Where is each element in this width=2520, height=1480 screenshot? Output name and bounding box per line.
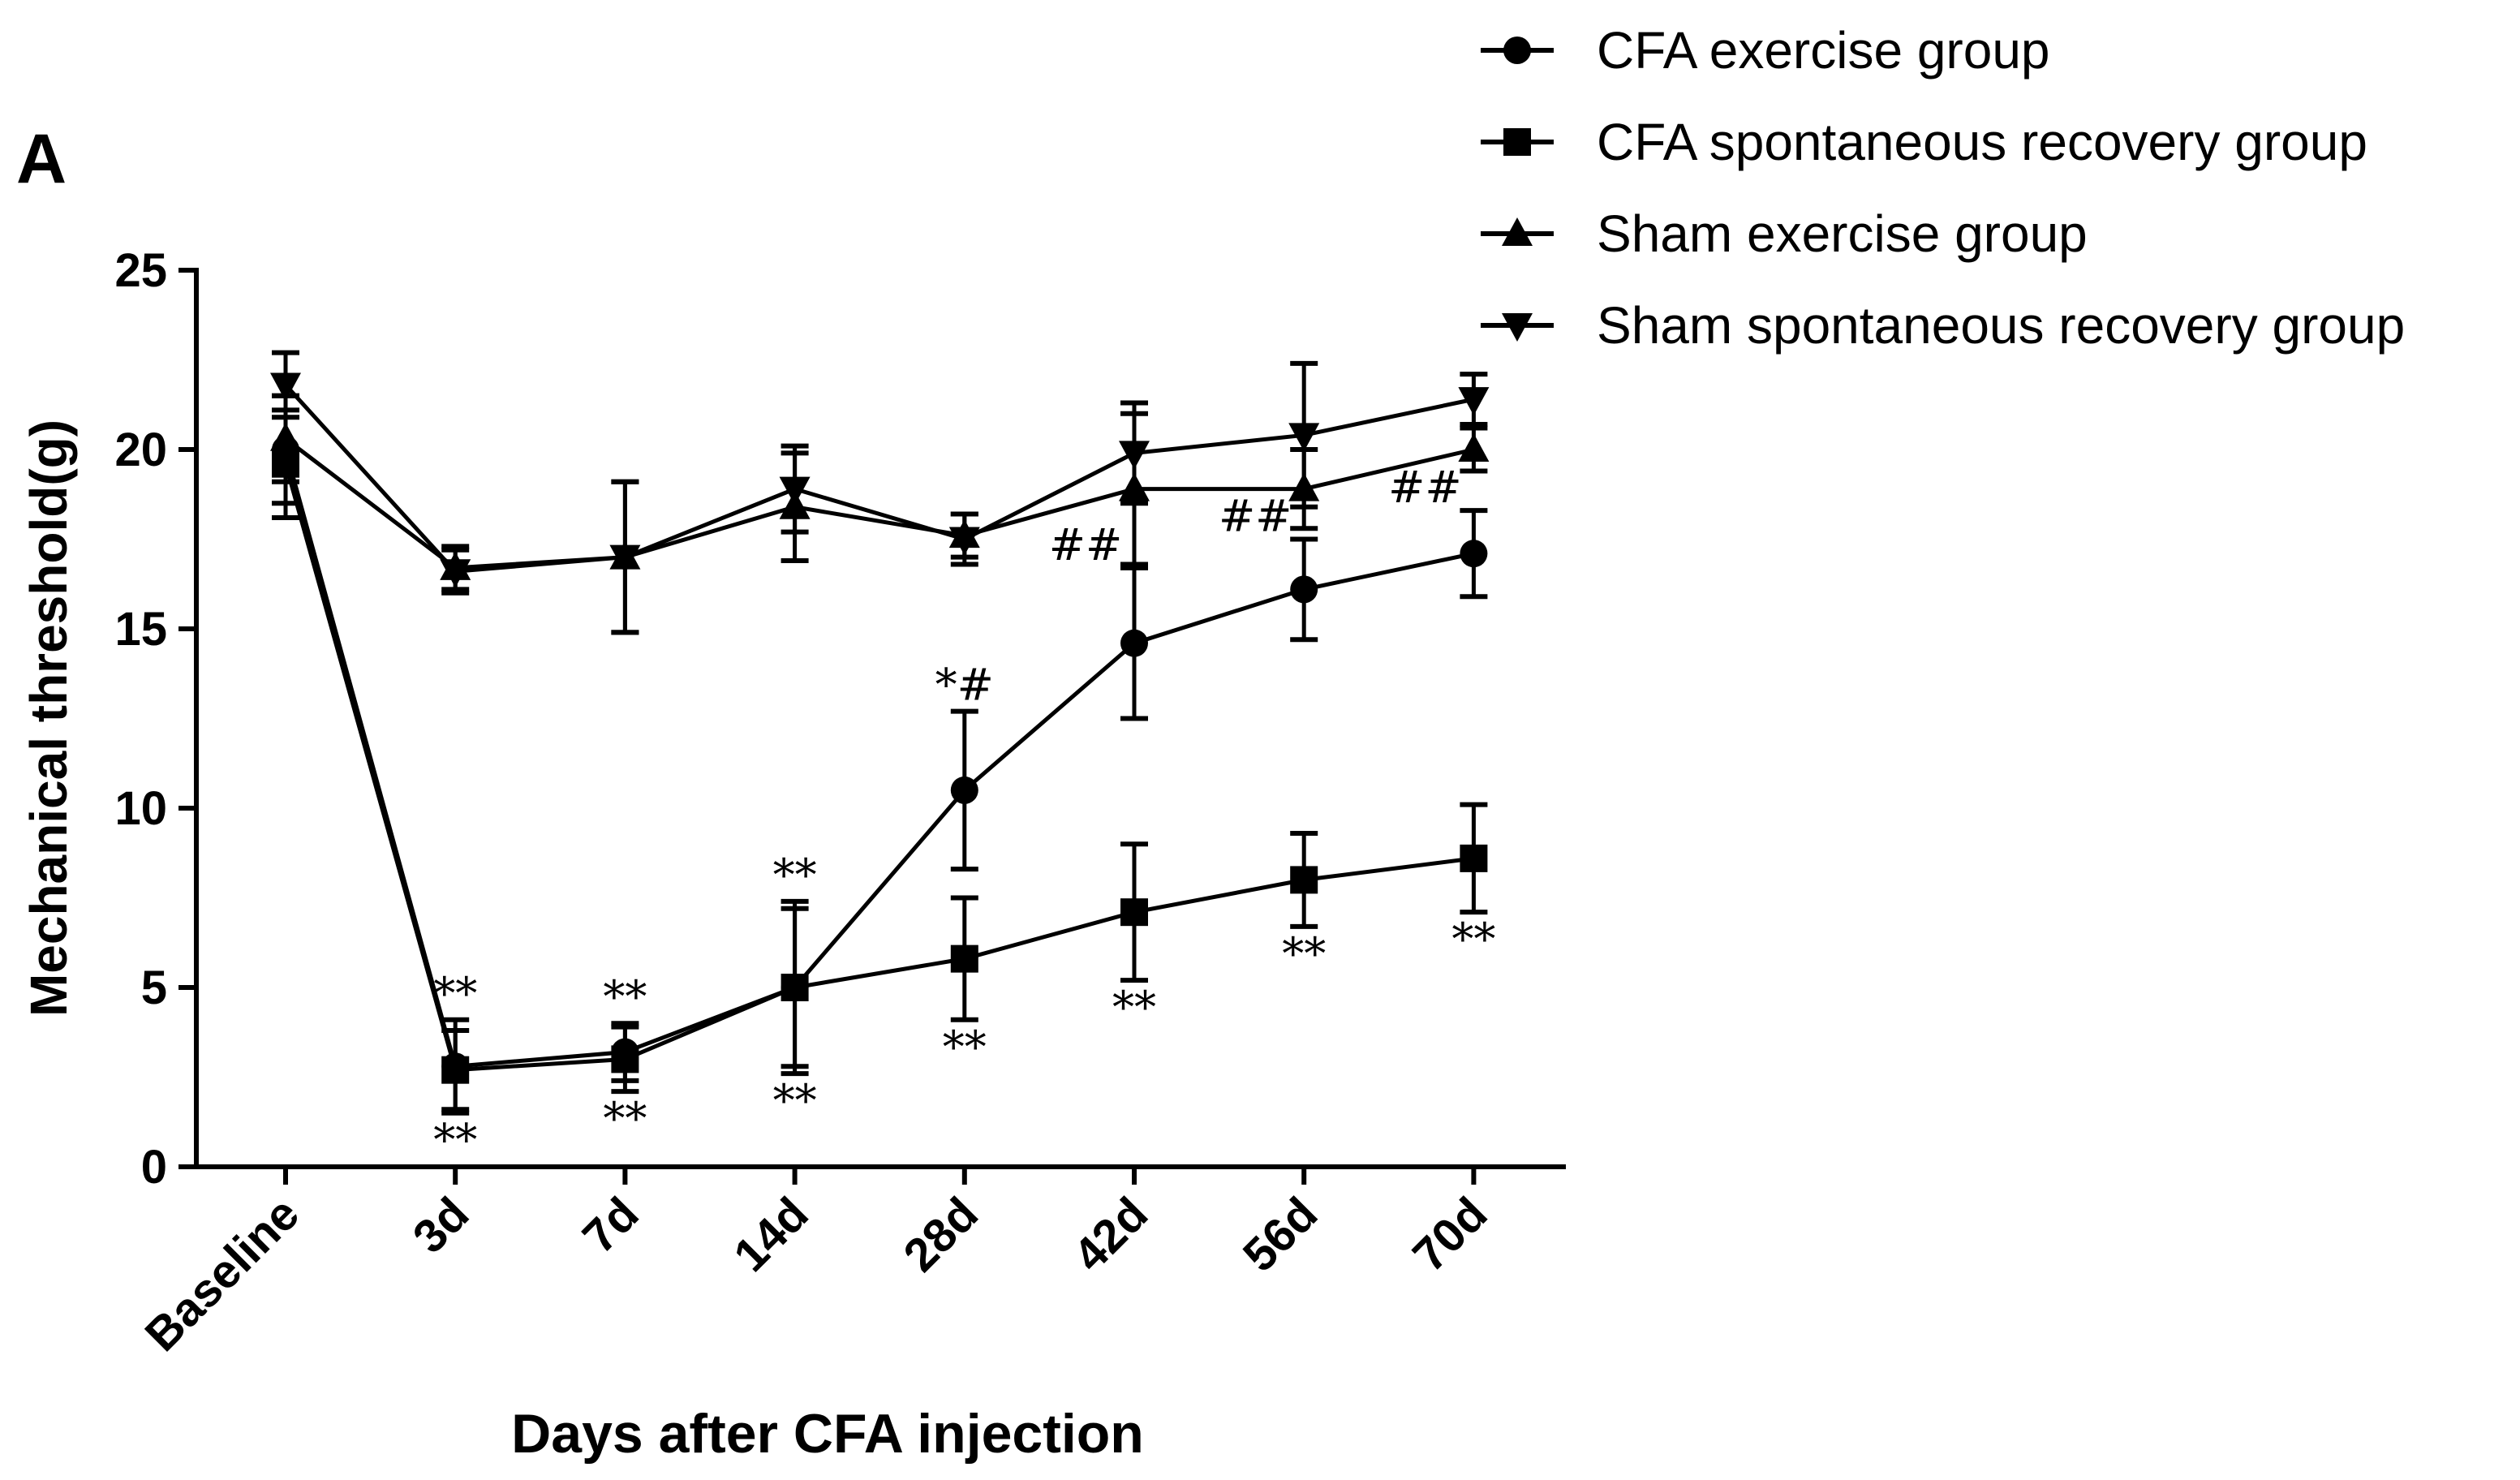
series-line (284, 383, 1474, 574)
y-tick-label: 25 (114, 244, 167, 297)
significance-below: ** (433, 1115, 477, 1166)
significance-below: ** (603, 1093, 647, 1144)
x-tick-label: 7d (573, 1187, 649, 1263)
significance-above: *# (935, 660, 994, 711)
square-marker (950, 944, 978, 973)
circle-marker (1460, 540, 1488, 568)
x-tick-label: 3d (403, 1187, 479, 1263)
legend-label: Sham exercise group (1597, 204, 2088, 263)
y-tick-label: 20 (114, 424, 167, 476)
square-marker (1503, 128, 1531, 156)
triangle-down-marker (948, 527, 980, 556)
y-tick-label: 15 (114, 603, 167, 656)
significance-above: ** (433, 968, 477, 1019)
significance-above: ## (1049, 519, 1123, 570)
y-tick-label: 0 (141, 1141, 167, 1194)
legend-label: Sham spontaneous recovery group (1597, 296, 2405, 355)
series-line (284, 437, 1474, 570)
square-marker (1120, 898, 1148, 927)
x-tick-label: 56d (1233, 1187, 1328, 1282)
triangle-up-marker (1502, 217, 1533, 246)
y-tick-label: 10 (114, 782, 167, 835)
circle-marker (1503, 37, 1531, 64)
significance-above: ** (773, 850, 817, 901)
legend-label: CFA exercise group (1597, 21, 2050, 80)
square-marker (1460, 844, 1488, 872)
legend-item: Sham exercise group (1481, 204, 2088, 263)
circle-marker (1290, 575, 1318, 604)
x-tick-label: 70d (1403, 1187, 1498, 1282)
triangle-down-marker (609, 544, 641, 574)
panel-label: A (16, 120, 67, 198)
significance-below: ** (1451, 914, 1495, 965)
series-triangle-down (270, 350, 1490, 635)
circle-marker (1120, 629, 1148, 657)
legend-label: CFA spontaneous recovery group (1597, 113, 2367, 171)
triangle-down-marker (1502, 313, 1533, 342)
series-line (283, 463, 1474, 1073)
x-axis-label: Days after CFA injection (511, 1403, 1144, 1465)
significance-above: ## (1388, 462, 1462, 513)
triangle-up-marker (270, 422, 301, 451)
significance-above: ## (1219, 491, 1292, 542)
y-axis-label: Mechanical threshold(g) (19, 419, 78, 1017)
triangle-up-marker (1458, 433, 1490, 462)
circle-marker (950, 776, 978, 804)
y-tick-label: 5 (141, 962, 167, 1014)
significance-above: ** (603, 971, 647, 1022)
series-line (283, 449, 1474, 1069)
significance-below: ** (1282, 928, 1326, 979)
significance-below: ** (943, 1022, 987, 1073)
x-tick-label: 14d (724, 1187, 819, 1282)
x-tick-label: Baseline (135, 1187, 310, 1362)
triangle-down-marker (1458, 387, 1490, 416)
triangle-down-marker (440, 559, 471, 588)
square-marker (441, 1056, 470, 1084)
triangle-down-marker (270, 372, 301, 402)
x-tick-label: 28d (893, 1187, 988, 1282)
triangle-down-marker (779, 476, 811, 506)
square-marker (1290, 866, 1318, 894)
significance-below: ** (1112, 982, 1156, 1033)
significance-below: ** (773, 1075, 817, 1126)
legend-item: Sham spontaneous recovery group (1481, 296, 2405, 355)
square-marker (611, 1045, 639, 1073)
square-marker (781, 974, 809, 1001)
triangle-down-marker (1288, 423, 1320, 452)
legend-item: CFA spontaneous recovery group (1481, 113, 2367, 171)
x-tick-label: 42d (1064, 1187, 1159, 1282)
legend-item: CFA exercise group (1481, 21, 2050, 80)
triangle-down-marker (1119, 441, 1150, 470)
